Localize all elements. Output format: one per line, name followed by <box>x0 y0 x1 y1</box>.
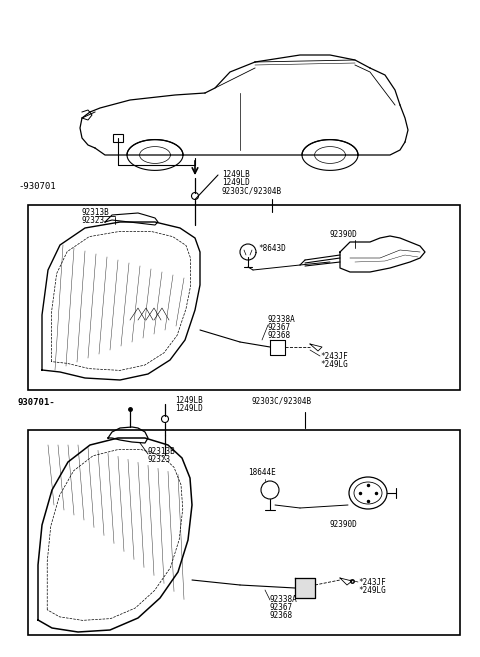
Text: 92367: 92367 <box>268 323 291 332</box>
Text: *249LG: *249LG <box>320 360 348 369</box>
Text: *243JF: *243JF <box>320 352 348 361</box>
Bar <box>113 134 123 142</box>
Text: *243JF: *243JF <box>358 578 386 587</box>
Text: 1249LD: 1249LD <box>175 404 203 413</box>
Text: 930701-: 930701- <box>18 398 56 407</box>
Text: 1249LB: 1249LB <box>175 396 203 405</box>
Text: 92367: 92367 <box>270 603 293 612</box>
Text: 92323: 92323 <box>148 455 171 464</box>
Text: 18644E: 18644E <box>248 468 276 477</box>
Text: 92313B: 92313B <box>82 208 110 217</box>
Text: 92303C/92304B: 92303C/92304B <box>252 396 312 405</box>
Text: 92338A: 92338A <box>270 595 298 604</box>
Text: 92323: 92323 <box>82 216 105 225</box>
Polygon shape <box>295 578 315 598</box>
Bar <box>28 430 460 635</box>
Text: 92338A: 92338A <box>268 315 296 324</box>
Text: 92390D: 92390D <box>330 230 358 239</box>
Text: 92313B: 92313B <box>148 447 176 456</box>
Text: 92390D: 92390D <box>330 520 358 529</box>
Text: *249LG: *249LG <box>358 586 386 595</box>
Text: 1249LB: 1249LB <box>222 170 250 179</box>
Text: 92368: 92368 <box>270 611 293 620</box>
Text: *8643D: *8643D <box>258 244 286 253</box>
Text: 1249LD: 1249LD <box>222 178 250 187</box>
Text: 92303C/92304B: 92303C/92304B <box>222 186 282 195</box>
Bar <box>28 205 460 390</box>
Text: 92368: 92368 <box>268 331 291 340</box>
Text: -930701: -930701 <box>18 182 56 191</box>
